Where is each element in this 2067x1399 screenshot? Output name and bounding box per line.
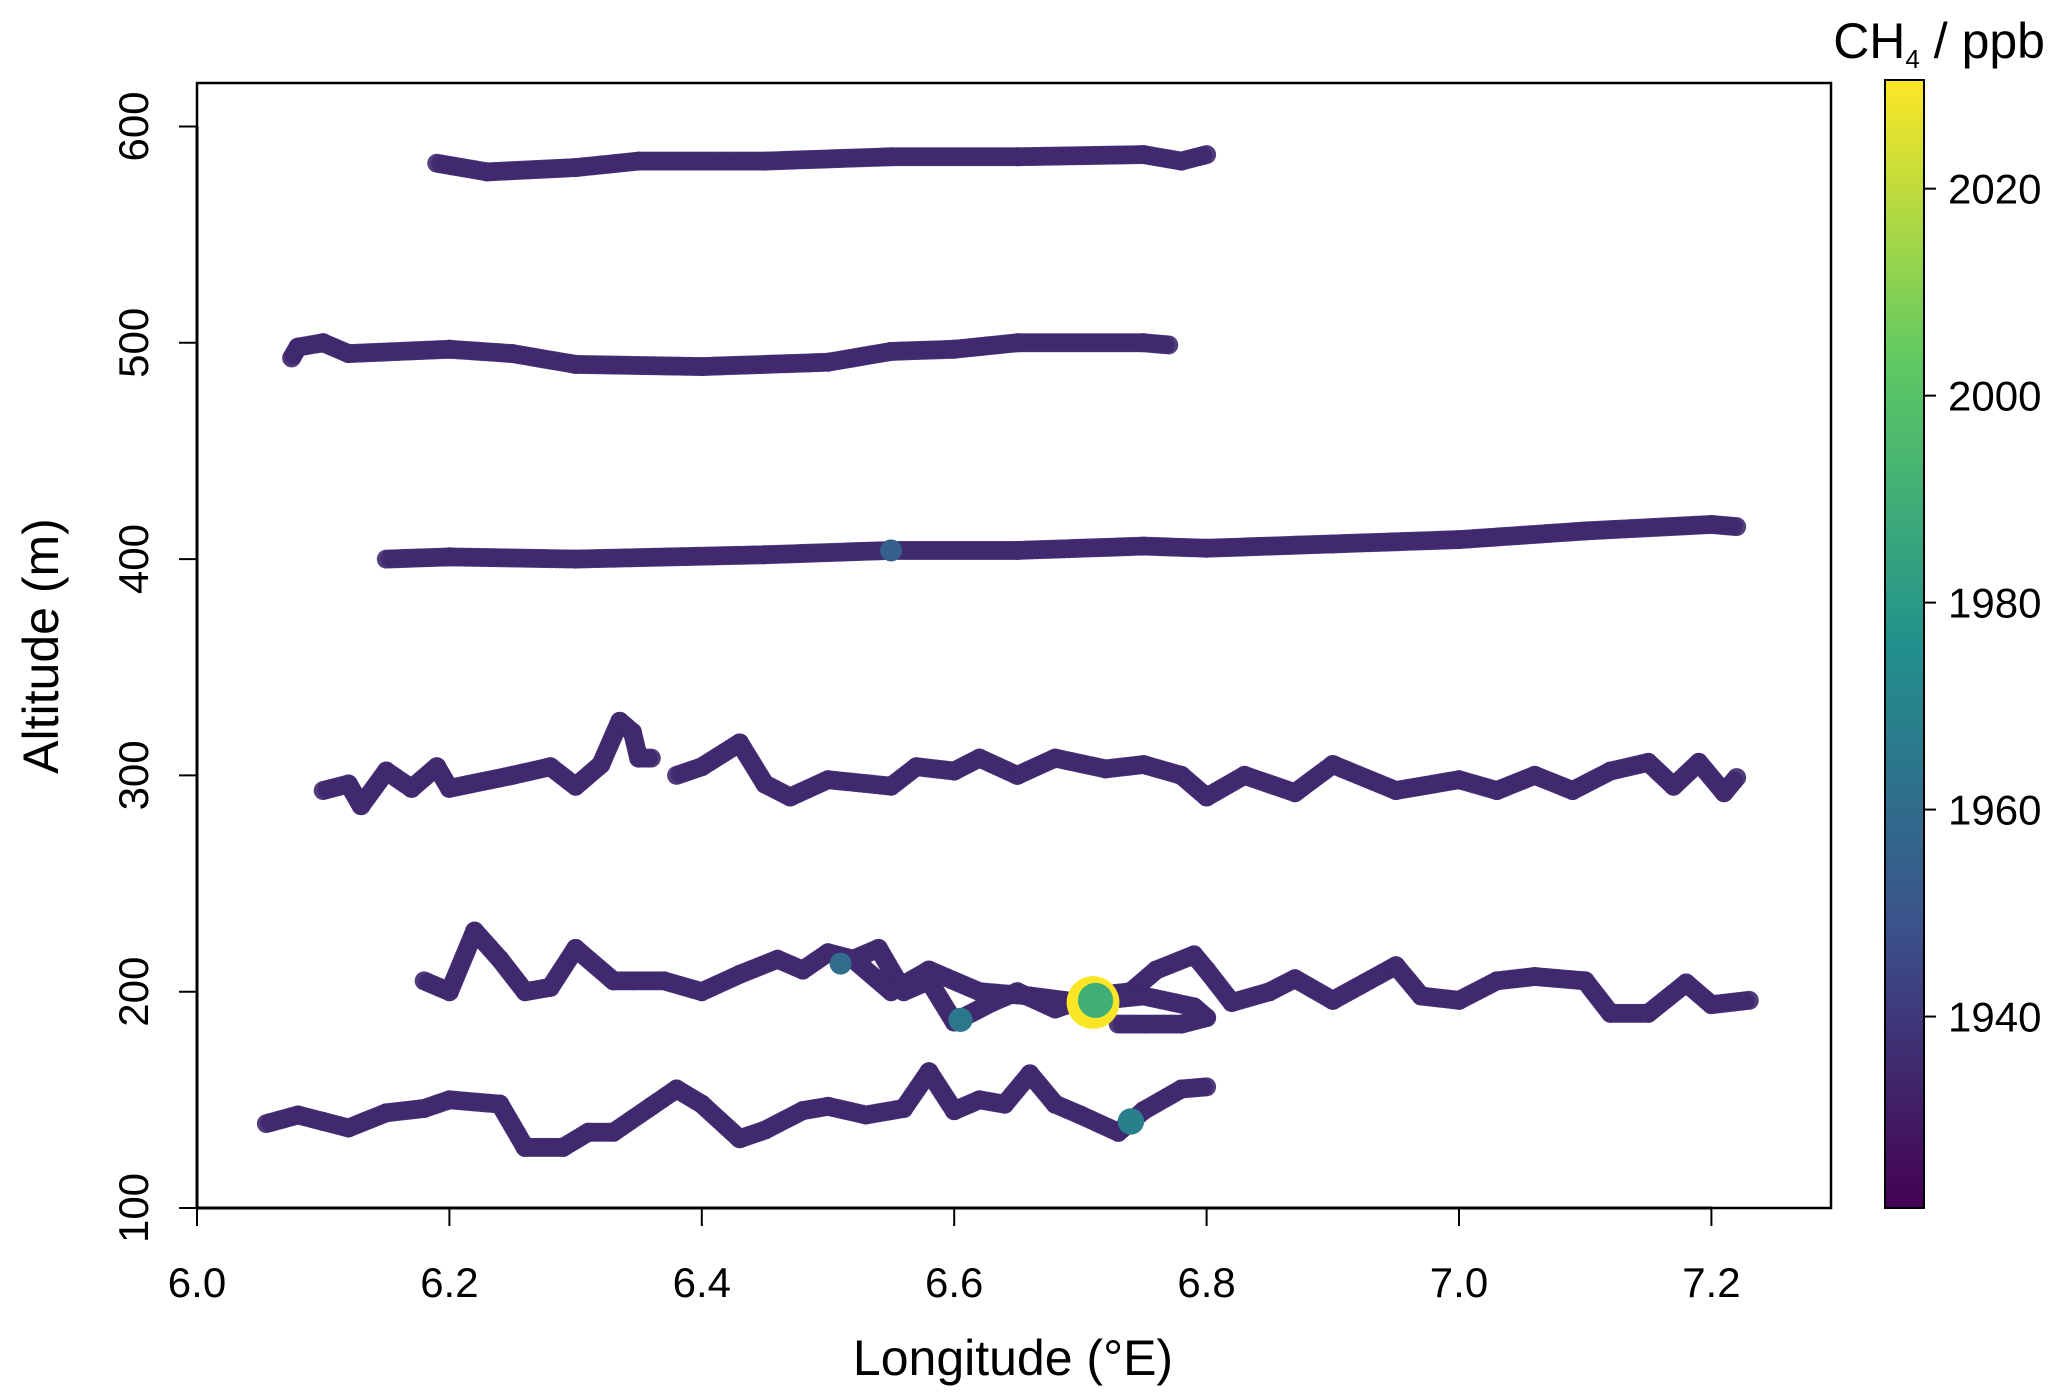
y-tick-label: 200 bbox=[110, 957, 157, 1027]
x-tick-label: 6.2 bbox=[420, 1259, 478, 1306]
colorbar-tick-label: 1960 bbox=[1948, 787, 2041, 834]
colorbar-tick-label: 1980 bbox=[1948, 580, 2041, 627]
colorbar-title: CH4 / ppb bbox=[1833, 13, 2045, 74]
x-tick-label: 6.4 bbox=[673, 1259, 731, 1306]
data-point bbox=[1197, 145, 1217, 165]
data-point bbox=[1727, 768, 1747, 788]
transect-5 bbox=[256, 1062, 1217, 1157]
high-ch4-point bbox=[948, 1007, 973, 1032]
y-tick-label: 500 bbox=[110, 308, 157, 378]
x-axis-title: Longitude (°E) bbox=[853, 1330, 1173, 1386]
high-ch4-point bbox=[829, 952, 852, 975]
high-ch4-point bbox=[1117, 1108, 1145, 1135]
x-tick-label: 7.0 bbox=[1430, 1259, 1488, 1306]
data-point bbox=[641, 748, 661, 768]
y-axis: 100 200 300 400 500 600 bbox=[110, 91, 199, 1243]
colorbar-tick-label: 1940 bbox=[1948, 994, 2041, 1041]
data-points bbox=[256, 145, 1759, 1157]
data-point bbox=[1739, 990, 1759, 1010]
high-ch4-point bbox=[1077, 982, 1114, 1018]
x-tick-label: 6.8 bbox=[1177, 1259, 1235, 1306]
transect-0 bbox=[427, 145, 1217, 182]
x-axis: 6.0 6.2 6.4 6.6 6.8 7.0 7.2 bbox=[168, 1206, 1741, 1306]
y-tick-label: 400 bbox=[110, 524, 157, 594]
colorbar bbox=[1884, 79, 1925, 1209]
high-ch4-point bbox=[880, 539, 903, 562]
y-tick-label: 600 bbox=[110, 91, 157, 161]
data-point bbox=[1197, 1077, 1217, 1097]
y-axis-title: Altitude (m) bbox=[13, 518, 69, 774]
plot-frame bbox=[195, 81, 1833, 1210]
y-tick-label: 100 bbox=[110, 1173, 157, 1243]
transect-2 bbox=[376, 514, 1747, 569]
data-point bbox=[1108, 1014, 1128, 1034]
x-tick-label: 7.2 bbox=[1682, 1259, 1740, 1306]
x-tick-label: 6.0 bbox=[168, 1259, 226, 1306]
colorbar-tick-label: 2000 bbox=[1948, 373, 2041, 420]
x-tick-label: 6.6 bbox=[925, 1259, 983, 1306]
data-point bbox=[1727, 517, 1747, 537]
transect-3 bbox=[313, 711, 1747, 816]
colorbar-ticks: 1940 1960 1980 2000 2020 bbox=[1924, 166, 2041, 1041]
transect-1 bbox=[282, 333, 1179, 377]
data-point bbox=[1159, 335, 1179, 355]
colorbar-tick-label: 2020 bbox=[1948, 166, 2041, 213]
y-tick-label: 300 bbox=[110, 740, 157, 810]
